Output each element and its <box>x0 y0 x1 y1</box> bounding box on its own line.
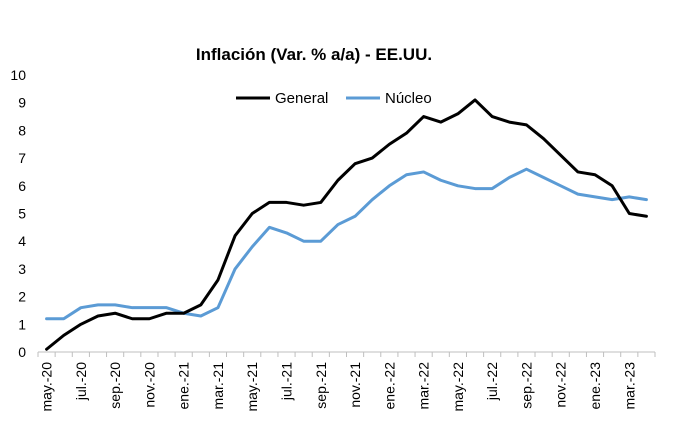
x-tick-label: sep.-22 <box>518 362 534 409</box>
legend-label-n-cleo: Núcleo <box>385 90 432 107</box>
x-tick-label: ene.-21 <box>176 362 192 410</box>
y-tick-label: 8 <box>18 122 26 138</box>
x-tick-label: may.-20 <box>39 362 55 412</box>
legend-label-general: General <box>275 90 328 107</box>
y-tick-label: 2 <box>18 289 26 305</box>
x-tick-label: may.-21 <box>244 362 260 412</box>
x-tick-label: nov.-21 <box>347 362 363 408</box>
y-tick-label: 5 <box>18 206 26 222</box>
axes: 0 1 2 3 4 5 6 7 8 9 10 may.-20 jul.-20 sep.-20 nov.-20… <box>10 67 656 412</box>
x-tick-label: may.-22 <box>450 362 466 412</box>
series-line-general <box>45 98 648 351</box>
x-tick-label: mar.-23 <box>621 362 637 410</box>
series-layer <box>45 98 648 351</box>
y-tick-label: 4 <box>18 233 26 249</box>
y-tick-label: 10 <box>10 67 26 83</box>
series-line-n-cleo <box>45 167 648 321</box>
x-tick-label: jul.-21 <box>279 362 295 401</box>
x-tick-label: nov.-20 <box>141 362 157 408</box>
x-tick-label: jul.-20 <box>73 362 89 401</box>
y-tick-label: 0 <box>18 344 26 360</box>
y-tick-label: 6 <box>18 178 26 194</box>
x-tick-label: sep.-21 <box>313 362 329 409</box>
y-tick-label: 3 <box>18 261 26 277</box>
x-tick-label: nov.-22 <box>553 362 569 408</box>
y-tick-label: 1 <box>18 316 26 332</box>
x-tick-label: ene.-23 <box>587 362 603 410</box>
legend: General Núcleo <box>236 90 432 107</box>
x-tick-label: ene.-22 <box>381 362 397 410</box>
chart-title: Inflación (Var. % a/a) - EE.UU. <box>196 45 432 64</box>
y-tick-label: 7 <box>18 150 26 166</box>
x-tick-label: sep.-20 <box>107 362 123 409</box>
x-tick-label: mar.-21 <box>210 362 226 410</box>
y-tick-label: 9 <box>18 95 26 111</box>
x-tick-label: jul.-22 <box>484 362 500 401</box>
x-tick-label: mar.-22 <box>416 362 432 410</box>
